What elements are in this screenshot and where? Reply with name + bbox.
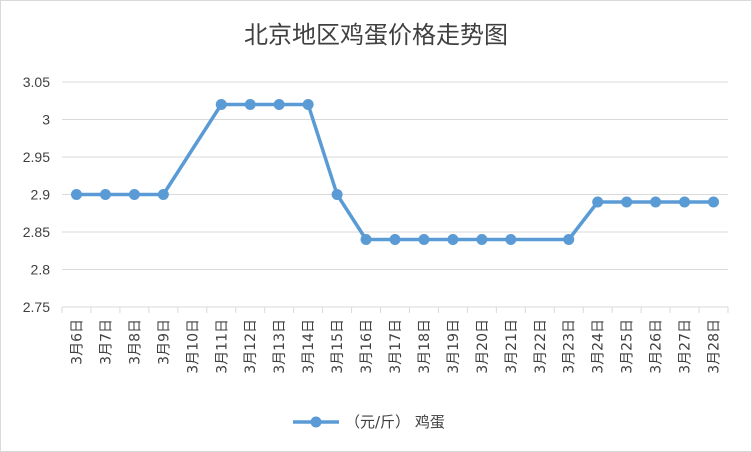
data-point [273, 99, 285, 110]
x-tick-label: 3月25日 [620, 319, 636, 374]
x-tick-label: 3月6日 [69, 319, 85, 365]
data-point [244, 99, 256, 110]
x-axis [61, 306, 729, 313]
x-tick-label: 3月26日 [649, 319, 665, 374]
x-tick-label: 3月9日 [156, 319, 172, 365]
y-tick-label: 2.8 [31, 262, 51, 278]
data-point [476, 234, 488, 245]
data-point [360, 234, 372, 245]
series-line [76, 102, 714, 242]
y-axis-ticks: 2.75 2.8 2.85 2.9 2.95 3 3.05 [23, 74, 50, 315]
gridlines [62, 81, 728, 270]
legend-marker [310, 416, 322, 428]
x-tick-label: 3月16日 [359, 319, 375, 374]
data-point [70, 189, 82, 200]
data-point [708, 196, 720, 208]
data-point [331, 189, 343, 200]
data-point [650, 196, 662, 208]
y-tick-label: 2.95 [23, 149, 50, 165]
x-tick-label: 3月18日 [417, 319, 433, 374]
series-layer [70, 99, 720, 245]
x-tick-label: 3月27日 [678, 319, 694, 374]
y-tick-label: 2.85 [23, 224, 50, 240]
y-tick-label: 2.75 [23, 299, 50, 315]
data-point [621, 196, 633, 208]
x-tick-label: 3月28日 [707, 319, 723, 374]
y-tick-label: 3 [42, 112, 50, 128]
x-tick-label: 3月24日 [591, 319, 607, 374]
x-tick-label: 3月11日 [214, 319, 230, 374]
y-tick-label: 3.05 [23, 74, 50, 90]
data-point [447, 234, 459, 245]
x-tick-label: 3月23日 [562, 319, 578, 374]
x-tick-label: 3月12日 [243, 319, 259, 374]
x-tick-label: 3月7日 [98, 319, 114, 365]
data-point [215, 99, 227, 110]
data-point [99, 189, 111, 200]
x-axis-ticks: 3月6日 3月7日 3月8日 3月9日 3月10日 3月11日 3月12日 3月13日 3月14… [69, 319, 722, 374]
x-tick-label: 3月15日 [330, 319, 346, 374]
legend-label: （元/斤） 鸡蛋 [345, 413, 445, 431]
data-point [592, 196, 604, 208]
data-point [302, 99, 314, 110]
x-tick-label: 3月10日 [185, 319, 201, 374]
data-point [128, 189, 140, 200]
x-tick-label: 3月8日 [127, 319, 143, 365]
data-point [679, 196, 691, 208]
data-point [389, 234, 401, 245]
y-tick-label: 2.9 [31, 187, 51, 203]
x-tick-label: 3月17日 [388, 319, 404, 374]
data-point [418, 234, 430, 245]
data-point [563, 234, 575, 245]
legend: （元/斤） 鸡蛋 [293, 413, 445, 431]
x-tick-label: 3月13日 [272, 319, 288, 374]
data-point [505, 234, 517, 245]
x-tick-label: 3月21日 [504, 319, 520, 374]
x-tick-label: 3月19日 [446, 319, 462, 374]
x-tick-label: 3月22日 [533, 319, 549, 374]
x-tick-label: 3月14日 [301, 319, 317, 374]
data-point [157, 189, 169, 200]
x-tick-label: 3月20日 [475, 319, 491, 374]
chart-title: 北京地区鸡蛋价格走势图 [244, 21, 508, 49]
